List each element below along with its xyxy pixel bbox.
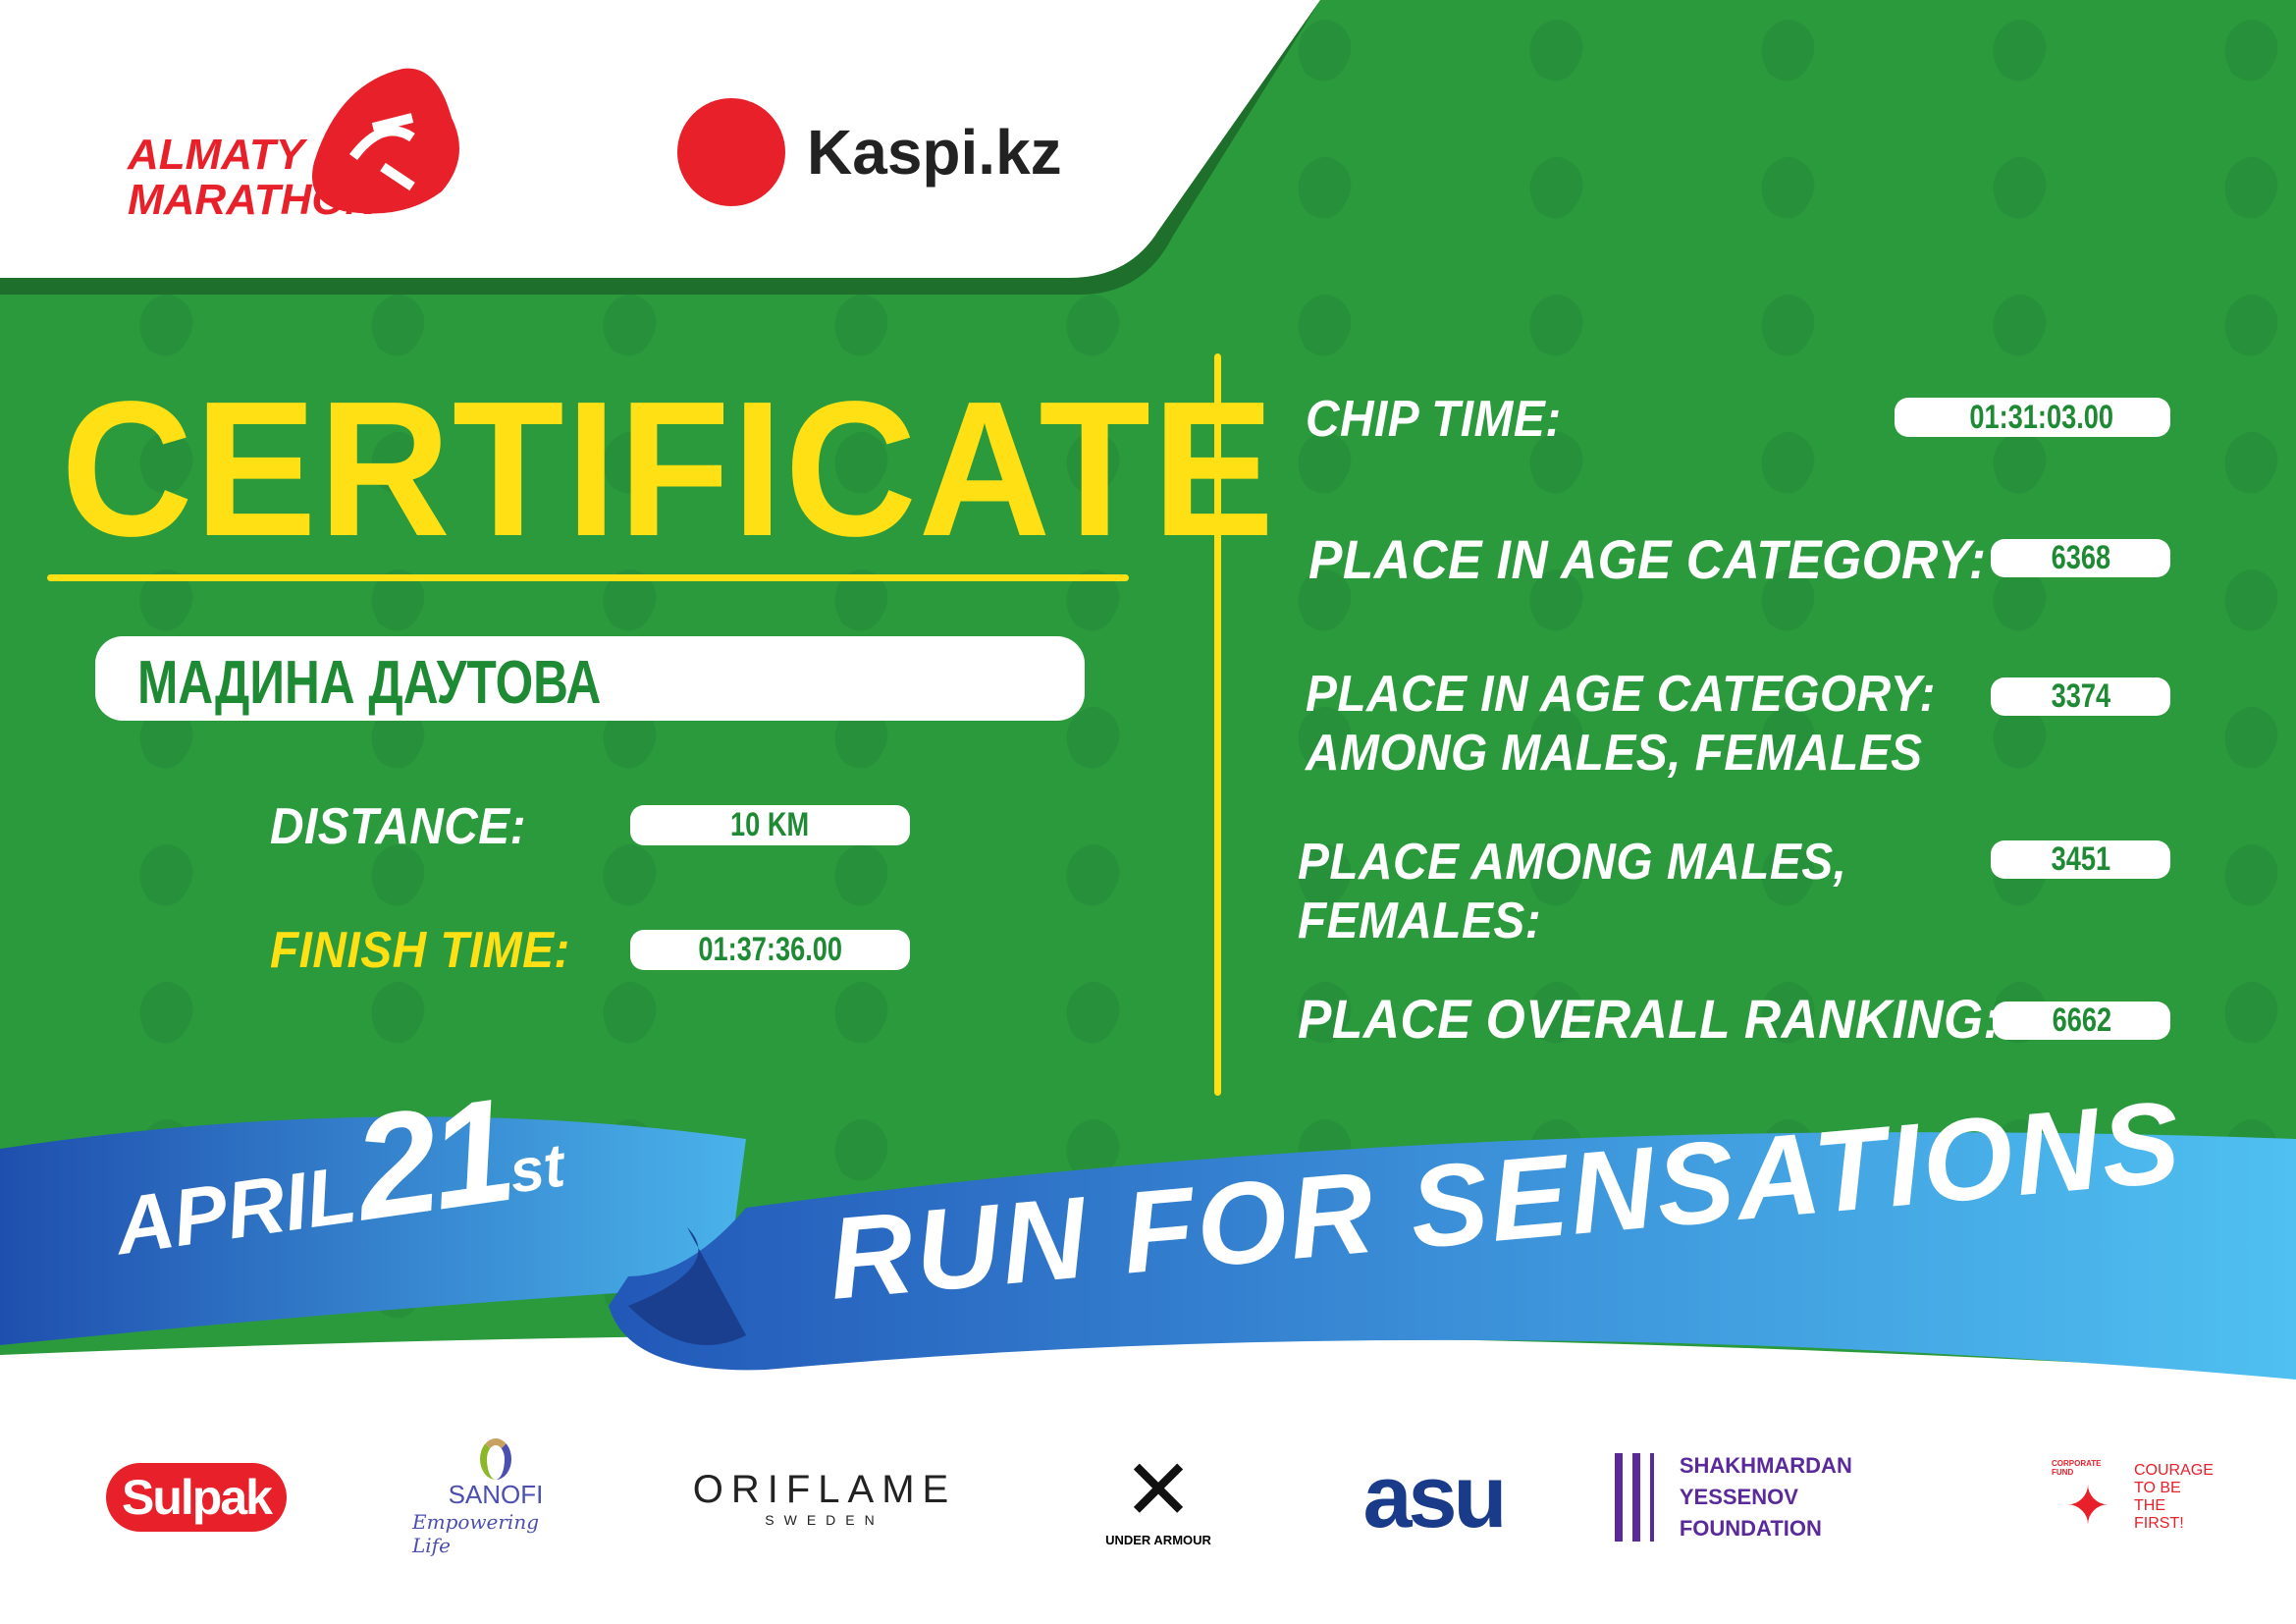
yessenov-icon	[1615, 1453, 1654, 1542]
finish-time-value: 01:37:36.00	[630, 930, 910, 970]
kaspi-icon	[677, 98, 785, 206]
sanofi-icon	[480, 1437, 511, 1480]
participant-name-box	[95, 636, 1085, 721]
finish-time-label: FINISH TIME:	[270, 922, 570, 979]
sponsor-sanofi: SANOFI Empowering Life	[412, 1434, 579, 1561]
title-underline	[47, 574, 1129, 581]
runner-icon: ✦	[2065, 1477, 2110, 1536]
sponsor-asu: asu	[1362, 1447, 1507, 1546]
age-category-gender-label: PLACE IN AGE CATEGORY: AMONG MALES, FEMAL…	[1306, 666, 1936, 782]
runner-icon	[312, 68, 459, 214]
sponsor-yessenov: SHAKHMARDAN YESSENOV FOUNDATION	[1615, 1434, 1949, 1561]
sponsor-courage-fund: CORPORATE FUND ✦ COURAGE TO BE THE FIRST!	[2052, 1459, 2214, 1536]
kaspi-logo: Kaspi.kz	[677, 98, 1062, 206]
age-category-value: 6368	[1991, 539, 2170, 577]
chip-time-label: CHIP TIME:	[1306, 391, 1562, 448]
chip-time-value: 01:31:03.00	[1895, 398, 2170, 437]
under-armour-icon: ✕	[1122, 1442, 1195, 1538]
almaty-marathon-logo: ALMATY MARATHON	[128, 59, 461, 231]
sponsor-sulpak: Sulpak	[93, 1434, 299, 1561]
overall-ranking-value: 6662	[1993, 1001, 2170, 1040]
vertical-divider	[1214, 353, 1221, 1096]
sponsor-under-armour: ✕ UNDER ARMOUR	[1105, 1442, 1211, 1547]
overall-ranking-label: PLACE OVERALL RANKING:	[1298, 988, 2002, 1050]
age-category-label: PLACE IN AGE CATEGORY:	[1308, 528, 1987, 590]
gender-place-label: PLACE AMONG MALES, FEMALES:	[1298, 834, 1847, 949]
age-category-gender-value: 3374	[1991, 677, 2170, 716]
gender-place-value: 3451	[1991, 840, 2170, 879]
distance-label: DISTANCE:	[270, 798, 527, 855]
sponsor-oriflame: ORIFLAME SWEDEN	[692, 1467, 957, 1528]
certificate-title: CERTIFICATE	[61, 361, 1277, 576]
participant-name: МАДИНА ДАУТОВА	[137, 649, 602, 717]
distance-value: 10 KM	[630, 805, 910, 845]
